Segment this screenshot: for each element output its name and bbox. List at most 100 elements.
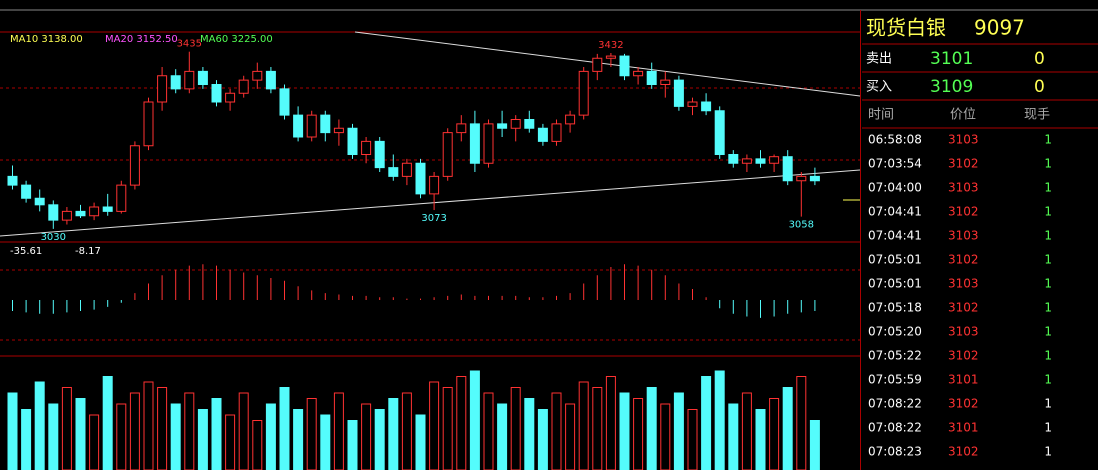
candle-body bbox=[143, 101, 154, 147]
trade-time: 07:03:54 bbox=[868, 157, 922, 171]
macd-label: -35.61 bbox=[10, 246, 42, 257]
candle-body bbox=[197, 70, 208, 85]
volume-bar bbox=[252, 420, 263, 470]
candle-body bbox=[483, 123, 494, 164]
trade-volume: 1 bbox=[1044, 301, 1052, 315]
high-label: 3432 bbox=[598, 40, 623, 51]
volume-bar bbox=[605, 376, 616, 470]
buy-qty: 0 bbox=[1034, 77, 1045, 97]
trade-volume: 1 bbox=[1044, 181, 1052, 195]
volume-bar bbox=[374, 409, 385, 470]
trade-price: 3101 bbox=[948, 373, 979, 387]
sell-price: 3101 bbox=[930, 49, 973, 69]
volume-bar bbox=[673, 392, 684, 470]
quote-code: 9097 bbox=[974, 16, 1025, 40]
volume-bar bbox=[728, 403, 739, 470]
trade-volume: 1 bbox=[1044, 373, 1052, 387]
volume-bar bbox=[524, 398, 535, 470]
trade-time: 07:04:41 bbox=[868, 229, 922, 243]
candle-body bbox=[714, 110, 725, 155]
header: 价位 bbox=[950, 108, 976, 123]
candle-body bbox=[238, 79, 249, 94]
candle-body bbox=[592, 57, 603, 72]
candle-body bbox=[333, 127, 344, 134]
candle-body bbox=[429, 175, 440, 195]
trade-time: 06:58:08 bbox=[868, 133, 922, 147]
volume-bar bbox=[388, 398, 399, 470]
volume-bar bbox=[306, 398, 317, 470]
trade-time: 07:05:20 bbox=[868, 325, 922, 339]
candle-body bbox=[293, 114, 304, 138]
ma-label: MA20 3152.50 bbox=[105, 34, 178, 45]
candle-body bbox=[809, 175, 820, 182]
low-label: 3073 bbox=[421, 213, 446, 224]
candle-body bbox=[252, 70, 263, 81]
candle-body bbox=[537, 127, 548, 142]
volume-bar bbox=[21, 409, 32, 470]
quote-name: 现货白银 bbox=[866, 16, 946, 40]
candle-body bbox=[75, 210, 86, 217]
trade-price: 3103 bbox=[948, 133, 979, 147]
volume-bar bbox=[497, 403, 508, 470]
candle-body bbox=[619, 55, 630, 77]
volume-bar bbox=[537, 409, 548, 470]
candle-body bbox=[184, 70, 195, 90]
candle-body bbox=[741, 158, 752, 164]
low-label: 3030 bbox=[41, 232, 66, 243]
trade-volume: 1 bbox=[1044, 157, 1052, 171]
volume-bar bbox=[157, 387, 168, 470]
trade-volume: 1 bbox=[1044, 421, 1052, 435]
volume-bar bbox=[714, 370, 725, 470]
volume-bar bbox=[184, 392, 195, 470]
candle-body bbox=[469, 123, 480, 164]
volume-bar bbox=[660, 403, 671, 470]
volume-bar bbox=[61, 387, 72, 470]
volume-bar bbox=[687, 409, 698, 470]
volume-bar bbox=[701, 376, 712, 470]
volume-bar bbox=[633, 398, 644, 470]
trade-price: 3103 bbox=[948, 325, 979, 339]
volume-bar bbox=[293, 409, 304, 470]
candle-body bbox=[687, 101, 698, 107]
trade-volume: 1 bbox=[1044, 205, 1052, 219]
candle-body bbox=[279, 88, 290, 116]
candle-body bbox=[565, 114, 576, 125]
candle-body bbox=[456, 123, 467, 134]
candle-body bbox=[61, 210, 72, 221]
macd-label: -8.17 bbox=[75, 246, 101, 257]
candle-body bbox=[89, 206, 100, 217]
volume-bar bbox=[456, 376, 467, 470]
candle-body bbox=[320, 114, 331, 134]
trade-price: 3102 bbox=[948, 445, 979, 459]
volume-bar bbox=[401, 392, 412, 470]
trade-time: 07:05:18 bbox=[868, 301, 922, 315]
candle-body bbox=[129, 145, 140, 186]
panel-borders bbox=[0, 10, 861, 470]
trade-time: 07:08:23 bbox=[868, 445, 922, 459]
volume-bar bbox=[34, 381, 45, 470]
volume-bar bbox=[102, 376, 113, 470]
volume-bar bbox=[741, 392, 752, 470]
trade-time: 07:05:01 bbox=[868, 277, 922, 291]
trade-price: 3102 bbox=[948, 301, 979, 315]
volume-bar bbox=[415, 414, 426, 470]
volume-bar bbox=[238, 392, 249, 470]
trade-time: 07:08:22 bbox=[868, 397, 922, 411]
volume-bar bbox=[225, 414, 236, 470]
volume-bar bbox=[170, 403, 181, 470]
volume-bar bbox=[809, 420, 820, 470]
volume-bar bbox=[75, 398, 86, 470]
volume-bar bbox=[197, 409, 208, 470]
volume-bar bbox=[592, 387, 603, 470]
volume-bar bbox=[510, 387, 521, 470]
candle-body bbox=[782, 156, 793, 182]
candle-body bbox=[646, 70, 657, 85]
trade-time: 07:04:41 bbox=[868, 205, 922, 219]
candle-body bbox=[701, 101, 712, 112]
low-label: 3058 bbox=[789, 220, 814, 231]
trade-volume: 1 bbox=[1044, 349, 1052, 363]
candle-body bbox=[361, 140, 372, 155]
trade-time: 07:05:59 bbox=[868, 373, 922, 387]
trade-volume: 1 bbox=[1044, 325, 1052, 339]
dashed-grid bbox=[0, 87, 860, 341]
